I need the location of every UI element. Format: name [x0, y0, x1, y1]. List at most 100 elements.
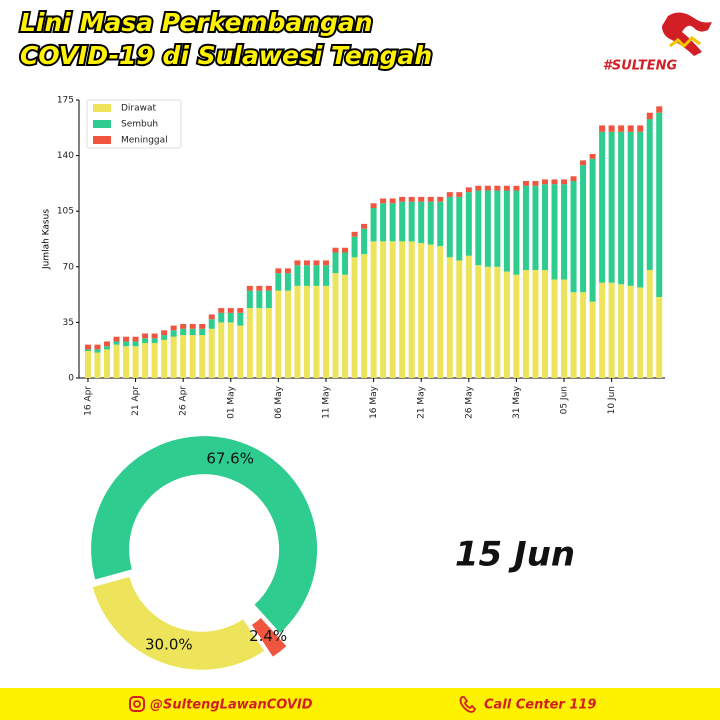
legend-swatch: [93, 120, 111, 128]
bar-segment: [256, 290, 263, 309]
bar-segment: [551, 179, 558, 185]
bar-segment: [208, 319, 215, 329]
y-tick-label: 140: [57, 151, 74, 161]
bar-segment: [418, 196, 425, 202]
bar-segment: [351, 236, 358, 258]
bar-segment: [342, 252, 349, 275]
bar-segment: [180, 328, 187, 336]
bar-segment: [532, 269, 539, 378]
bar-segment: [446, 257, 453, 378]
x-tick-label: 10 Jun: [607, 386, 617, 414]
bar-segment: [113, 341, 120, 345]
bar-segment: [627, 285, 634, 378]
bar-segment: [656, 296, 663, 378]
bar-segment: [503, 185, 510, 191]
bar-segment: [513, 274, 520, 378]
bar-segment: [475, 265, 482, 378]
bar-segment: [618, 125, 625, 132]
bar-segment: [170, 336, 177, 378]
icon-lens: [133, 700, 141, 708]
bar-segment: [303, 285, 310, 378]
bar-segment: [475, 190, 482, 266]
bar-segment: [456, 260, 463, 378]
bar-segment: [541, 269, 548, 378]
bar-segment: [446, 196, 453, 258]
x-tick-label: 26 May: [464, 385, 474, 419]
bar-segment: [437, 246, 444, 378]
bar-segment: [427, 244, 434, 378]
bar-segment: [513, 185, 520, 191]
bar-segment: [351, 231, 358, 237]
bar-segment: [199, 323, 206, 329]
bar-segment: [218, 308, 225, 313]
bar-segment: [142, 338, 149, 344]
bar-segment: [637, 287, 644, 378]
title-line: Lini Masa Perkembangan: [20, 8, 373, 37]
x-tick-label: 26 Apr: [179, 386, 189, 416]
legend-label: Dirawat: [121, 104, 157, 114]
bar-segment: [589, 154, 596, 159]
logo: #SULTENG: [603, 12, 712, 74]
bar-segment: [303, 260, 310, 266]
bar-segment: [484, 185, 491, 191]
bar-segment: [408, 241, 415, 378]
x-tick-label: 01 May: [226, 385, 236, 419]
bar-segment: [284, 273, 291, 291]
bar-segment: [189, 335, 196, 378]
bar-segment: [475, 185, 482, 191]
title-line: COVID-19 di Sulawesi Tengah: [20, 41, 432, 70]
bar-segment: [456, 192, 463, 197]
bar-segment: [522, 185, 529, 270]
legend-swatch: [93, 136, 111, 144]
call-center: Call Center 119: [484, 698, 596, 713]
bar-segment: [227, 322, 234, 378]
bar-segment: [132, 336, 139, 342]
donut-label: 30.0%: [145, 635, 193, 653]
bar-segment: [132, 346, 139, 378]
bar-segment: [599, 131, 606, 283]
bar-segment: [313, 285, 320, 378]
bar-segment: [151, 343, 158, 378]
bar-segment: [399, 196, 406, 202]
bar-segment: [608, 125, 615, 132]
bar-segment: [351, 257, 358, 378]
bar-segment: [446, 192, 453, 197]
donut-label: 2.4%: [249, 627, 287, 645]
x-tick-label: 06 May: [274, 385, 284, 419]
x-tick-label: 05 Jun: [560, 386, 570, 414]
bar-segment: [589, 301, 596, 378]
bar-segment: [94, 352, 101, 378]
bar-segment: [456, 196, 463, 261]
bar-segment: [646, 269, 653, 378]
bar-segment: [361, 228, 368, 255]
bar-segment: [332, 247, 339, 253]
bar-segment: [399, 201, 406, 242]
bar-segment: [646, 112, 653, 120]
bar-segment: [503, 271, 510, 378]
bar-segment: [246, 290, 253, 309]
bar-segment: [513, 190, 520, 275]
bar-segment: [342, 247, 349, 253]
bar-segment: [256, 308, 263, 378]
bar-segment: [418, 242, 425, 378]
bar-segment: [303, 265, 310, 286]
bar-segment: [561, 179, 568, 185]
bar-segment: [189, 328, 196, 336]
bar-segment: [484, 266, 491, 378]
instagram-icon: [129, 696, 145, 712]
bar-segment: [313, 265, 320, 286]
bar-segment: [246, 308, 253, 378]
bar-segment: [637, 125, 644, 132]
bar-segment: [399, 241, 406, 378]
bar-segment: [580, 165, 587, 293]
bar-segment: [484, 190, 491, 267]
y-tick-label: 175: [57, 96, 74, 106]
donut-slice: [91, 436, 318, 633]
bar-segment: [561, 279, 568, 378]
bar-segment: [408, 201, 415, 242]
bar-segment: [84, 350, 91, 378]
logo-text: #SULTENG: [603, 59, 678, 74]
bar-segment: [199, 328, 206, 336]
bar-segment: [551, 184, 558, 280]
bar-segment: [104, 341, 111, 347]
